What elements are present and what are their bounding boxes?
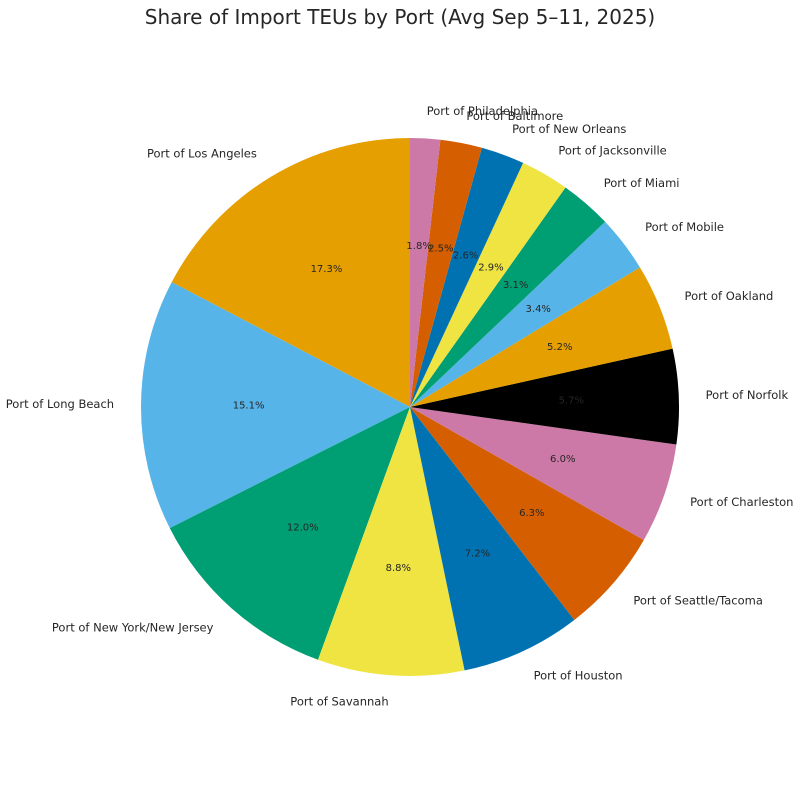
pct-label-port-of-charleston: 6.0% xyxy=(550,454,575,465)
pie-slice-port-of-new-york-new-jersey xyxy=(169,407,410,660)
slice-label-port-of-baltimore: Port of Baltimore xyxy=(466,109,563,123)
pie-slice-port-of-new-orleans xyxy=(410,147,524,407)
pie-slice-port-of-mobile xyxy=(410,221,640,407)
slice-label-port-of-long-beach: Port of Long Beach xyxy=(6,397,114,411)
pie-slice-port-of-oakland xyxy=(410,267,673,407)
slice-label-port-of-houston: Port of Houston xyxy=(534,668,623,682)
pct-label-port-of-savannah: 8.8% xyxy=(386,563,411,574)
pct-label-port-of-miami: 3.1% xyxy=(503,280,528,291)
pie-slice-port-of-charleston xyxy=(410,407,677,541)
pct-label-port-of-los-angeles: 17.3% xyxy=(311,264,343,275)
pct-label-port-of-long-beach: 15.1% xyxy=(233,401,265,412)
slice-label-port-of-new-york-new-jersey: Port of New York/New Jersey xyxy=(52,621,214,635)
pie-slice-port-of-seattle-tacoma xyxy=(410,407,644,620)
pie-slice-port-of-savannah xyxy=(317,407,465,676)
pct-label-port-of-baltimore: 2.5% xyxy=(428,244,453,255)
pie-slice-port-of-baltimore xyxy=(410,139,482,408)
slice-label-port-of-los-angeles: Port of Los Angeles xyxy=(147,146,257,160)
slice-label-port-of-mobile: Port of Mobile xyxy=(645,220,724,234)
slice-label-port-of-charleston: Port of Charleston xyxy=(690,495,793,509)
pct-label-port-of-houston: 7.2% xyxy=(465,549,490,560)
pct-label-port-of-seattle-tacoma: 6.3% xyxy=(519,508,544,519)
slice-label-port-of-oakland: Port of Oakland xyxy=(685,289,774,303)
slice-label-port-of-norfolk: Port of Norfolk xyxy=(706,388,789,402)
slice-label-port-of-seattle-tacoma: Port of Seattle/Tacoma xyxy=(633,594,763,608)
pie-slice-port-of-long-beach xyxy=(140,282,410,529)
pie-slice-port-of-norfolk xyxy=(410,348,679,445)
pie-slice-port-of-houston xyxy=(410,407,575,671)
pct-label-port-of-new-york-new-jersey: 12.0% xyxy=(287,523,319,534)
pie-slice-port-of-los-angeles xyxy=(171,138,410,407)
pie-slice-port-of-philadelphia xyxy=(410,138,441,407)
pie-slice-port-of-miami xyxy=(410,187,606,407)
slice-label-port-of-philadelphia: Port of Philadelphia xyxy=(427,104,538,118)
pct-label-port-of-philadelphia: 1.8% xyxy=(406,241,431,252)
pct-label-port-of-mobile: 3.4% xyxy=(526,304,551,315)
pct-label-port-of-norfolk: 5.7% xyxy=(559,396,584,407)
pct-label-port-of-jacksonville: 2.9% xyxy=(478,262,503,273)
slice-label-port-of-new-orleans: Port of New Orleans xyxy=(512,122,626,136)
slice-label-port-of-miami: Port of Miami xyxy=(604,176,680,190)
chart-title: Share of Import TEUs by Port (Avg Sep 5–… xyxy=(144,5,656,29)
pct-label-port-of-new-orleans: 2.6% xyxy=(453,251,478,262)
slice-label-port-of-savannah: Port of Savannah xyxy=(290,695,388,709)
pie-slice-port-of-jacksonville xyxy=(410,162,566,407)
slice-label-port-of-jacksonville: Port of Jacksonville xyxy=(558,143,666,157)
pct-label-port-of-oakland: 5.2% xyxy=(547,342,572,353)
